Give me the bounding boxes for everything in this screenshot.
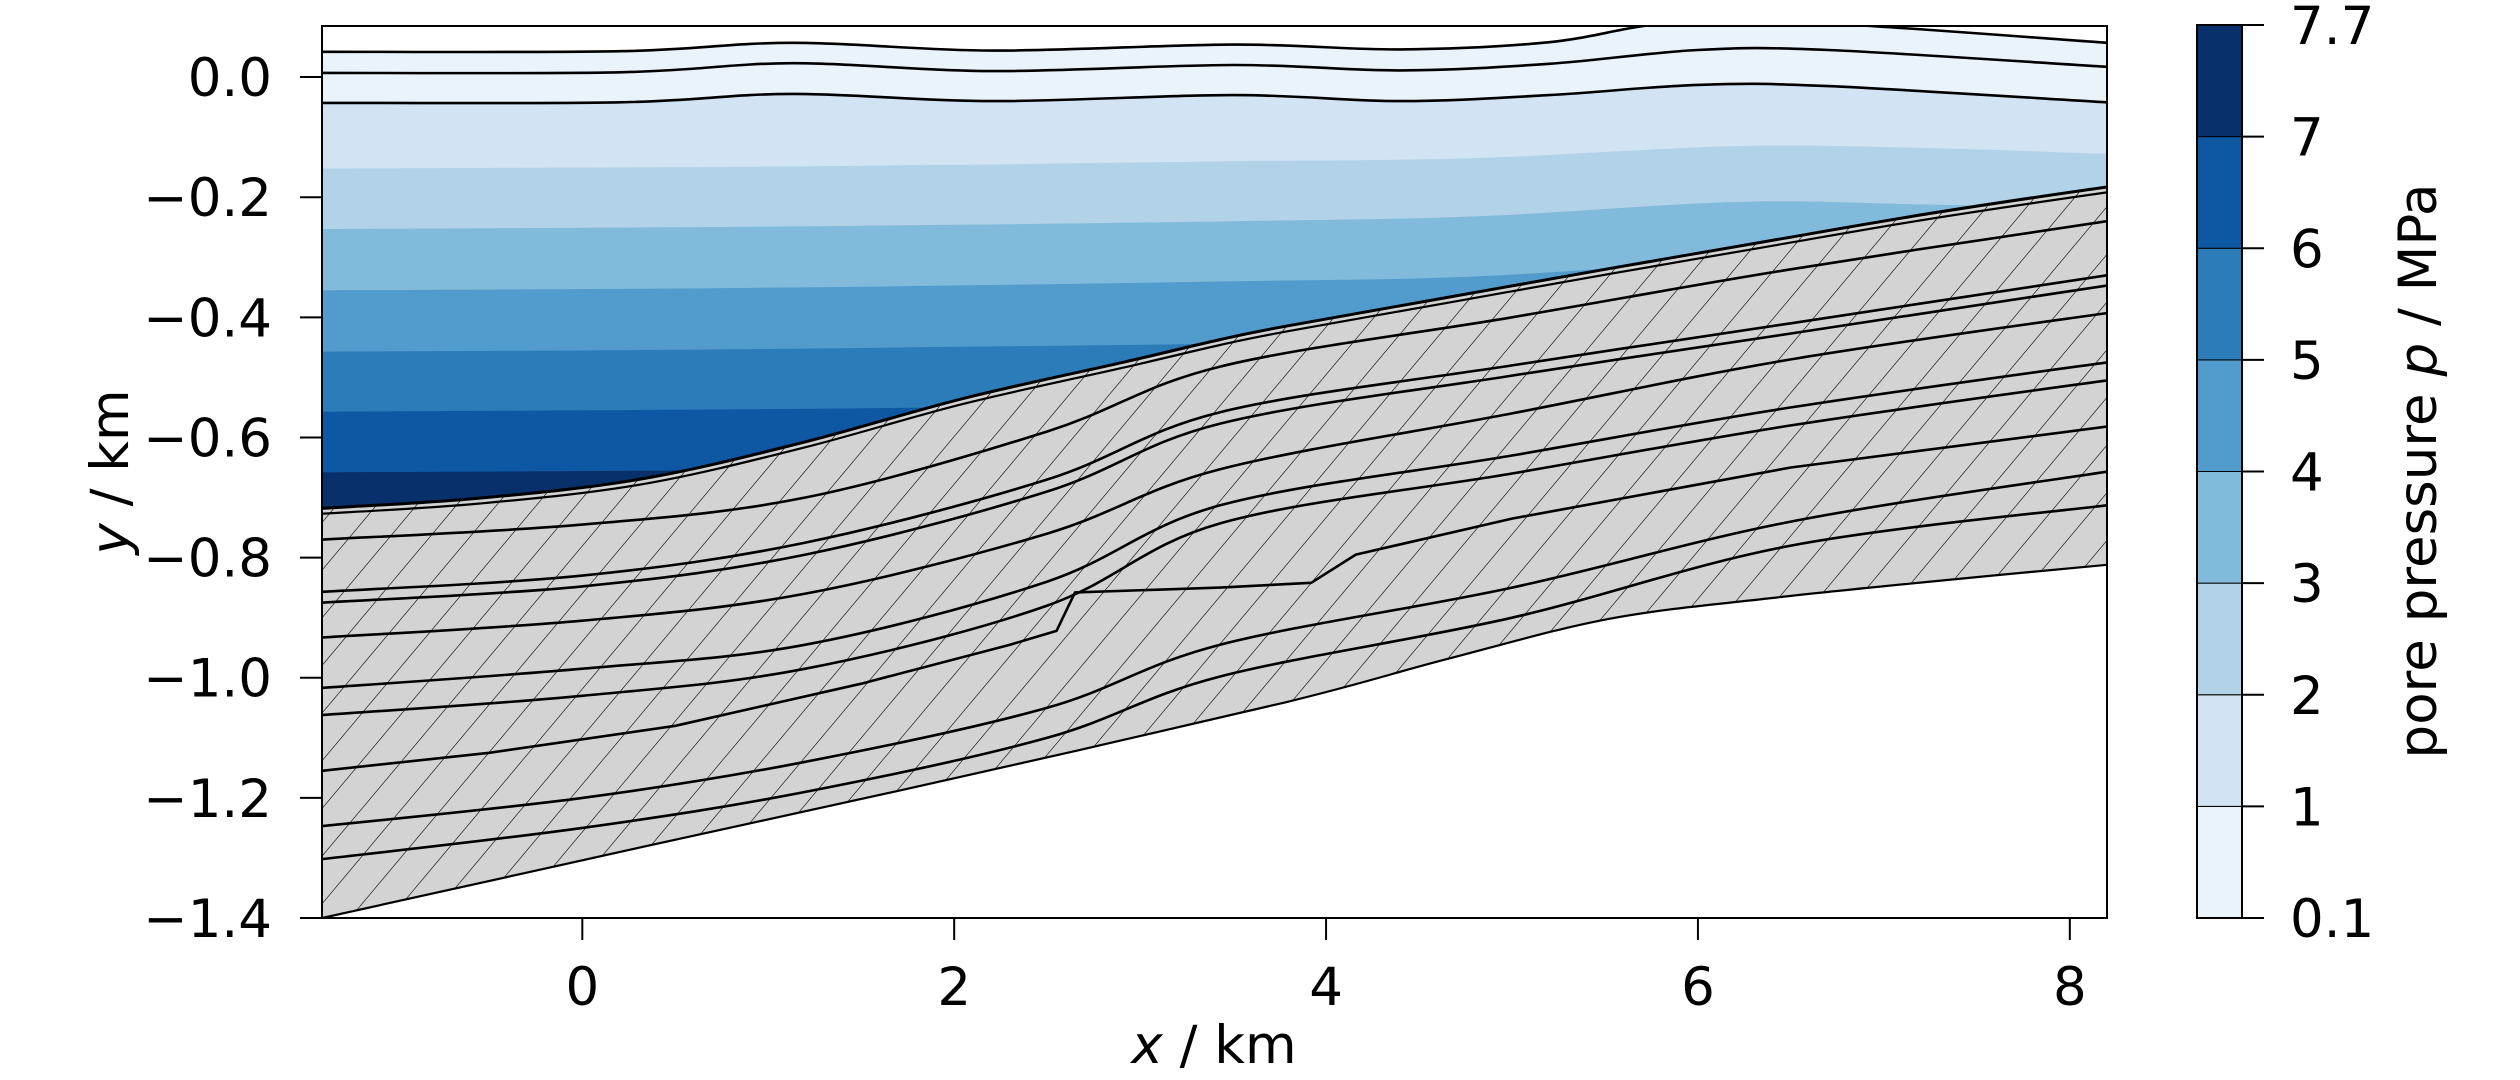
layer-line-5 [322, 361, 2107, 690]
colorbar-tick-label: 4 [2290, 443, 2324, 504]
colorbar-tick-label: 5 [2290, 331, 2324, 392]
surface-band-fill [322, 26, 2107, 53]
x-tick-label: 2 [937, 957, 971, 1018]
hatched-rock-region [322, 187, 2107, 918]
layer-line-1 [322, 219, 2107, 541]
x-axis-label: x / km [1129, 1015, 1296, 1076]
colorbar-tick-label: 6 [2290, 219, 2324, 280]
reservoir-top-line-lower [322, 191, 2107, 515]
colorbar-tick-label: 7 [2290, 108, 2324, 169]
y-tick-label: −0.4 [143, 288, 272, 349]
y-tick-label: −0.2 [143, 168, 272, 229]
layer-line-7-faulted [322, 425, 2107, 773]
layer-lines [322, 26, 2107, 918]
colorbar-segment [2196, 471, 2243, 584]
y-tick-label: 0.0 [188, 48, 272, 109]
layer-line-4 [322, 311, 2107, 639]
x-tick-label: 8 [2053, 957, 2087, 1018]
y-tick-label: −1.4 [143, 889, 272, 950]
plot-frame [321, 25, 2108, 919]
layer-line-9 [322, 503, 2107, 861]
y-tick-label: −0.6 [143, 408, 272, 469]
colorbar-tick-label: 2 [2290, 666, 2324, 727]
y-axis-label: y / km [80, 389, 141, 556]
x-tick-label: 4 [1309, 957, 1343, 1018]
y-tick-label: −0.8 [143, 529, 272, 590]
colorbar-segment [2196, 359, 2243, 472]
colorbar: 0.1 1 2 3 4 5 6 7 7.7 [2196, 0, 2374, 950]
layer-line-2 [322, 273, 2107, 594]
reservoir-top-line [322, 185, 2107, 510]
colorbar-tick-label: 0.1 [2290, 889, 2374, 950]
colorbar-tick-label: 7.7 [2290, 0, 2374, 57]
colorbar-tick-label: 3 [2290, 554, 2324, 615]
layer-line-8 [322, 470, 2107, 828]
layer-line-6 [322, 379, 2107, 717]
bottom-boundary-line [322, 563, 2107, 918]
colorbar-segment [2196, 24, 2243, 138]
y-axis: 0.0 −0.2 −0.4 −0.6 −0.8 −1.0 −1.2 −1.4 [143, 48, 322, 950]
colorbar-segment [2196, 136, 2243, 249]
colorbar-segment [2196, 247, 2243, 361]
y-tick-label: −1.0 [143, 649, 272, 710]
x-tick-label: 0 [565, 957, 599, 1018]
surface-line-1 [322, 26, 2107, 54]
colorbar-segment [2196, 694, 2243, 807]
x-axis: 0 2 4 6 8 [565, 918, 2087, 1018]
colorbar-label: pore pressure p / MPa [2388, 184, 2449, 759]
layer-line-3 [322, 284, 2107, 604]
y-tick-label: −1.2 [143, 769, 272, 830]
surface-line-3 [322, 82, 2107, 105]
x-tick-label: 6 [1681, 957, 1715, 1018]
below-bottom-blank [322, 564, 2107, 918]
colorbar-tick-label: 1 [2290, 777, 2324, 838]
colorbar-segment [2196, 805, 2243, 919]
surface-line-2 [322, 46, 2107, 75]
plot-area [322, 26, 2107, 918]
colorbar-segment [2196, 582, 2243, 696]
